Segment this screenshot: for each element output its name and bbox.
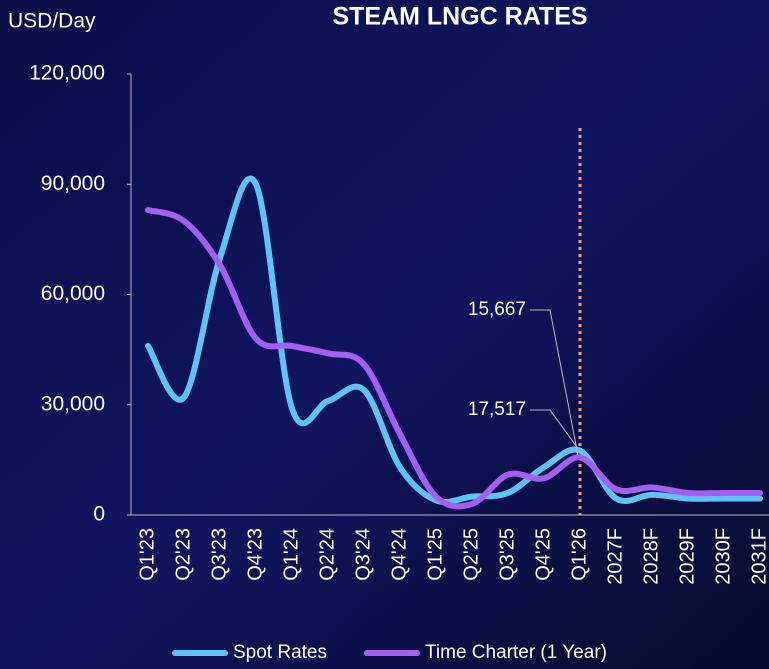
x-tick-label: 2030F — [712, 528, 734, 585]
x-tick-label: 2031F — [748, 528, 769, 585]
y-tick-label: 90,000 — [41, 172, 105, 195]
y-axis-label: USD/Day — [8, 10, 96, 33]
x-tick-label: Q4'23 — [244, 528, 266, 581]
x-tick-label: Q3'23 — [208, 528, 230, 581]
data-label: 15,667 — [468, 299, 526, 320]
series-line — [145, 175, 763, 505]
y-tick-label: 30,000 — [41, 392, 105, 415]
x-tick-label: Q4'24 — [388, 528, 410, 581]
y-tick-label: 60,000 — [41, 282, 105, 305]
data-label: 17,517 — [468, 399, 526, 420]
x-tick-label: Q3'24 — [352, 528, 374, 581]
x-tick-label: 2028F — [640, 528, 662, 585]
legend-label: Time Charter (1 Year) — [425, 642, 607, 663]
x-tick-label: Q4'25 — [532, 528, 554, 581]
x-tick-label: Q2'23 — [172, 528, 194, 581]
series-line — [145, 206, 763, 510]
callout-line — [530, 309, 579, 456]
x-tick-label: Q1'23 — [136, 528, 158, 581]
legend-label: Spot Rates — [233, 642, 327, 663]
x-tick-label: Q2'25 — [460, 528, 482, 581]
x-tick-label: Q1'26 — [568, 528, 590, 581]
x-tick-label: 2027F — [604, 528, 626, 585]
y-tick-label: 120,000 — [29, 62, 105, 85]
x-tick-label: Q1'25 — [424, 528, 446, 581]
x-tick-label: 2029F — [676, 528, 698, 585]
y-tick-label: 0 — [93, 503, 105, 526]
chart-title: STEAM LNGC RATES — [332, 3, 587, 31]
callout-line — [530, 409, 579, 449]
x-tick-label: Q2'24 — [316, 528, 338, 581]
x-tick-label: Q3'25 — [496, 528, 518, 581]
x-tick-label: Q1'24 — [280, 528, 302, 581]
